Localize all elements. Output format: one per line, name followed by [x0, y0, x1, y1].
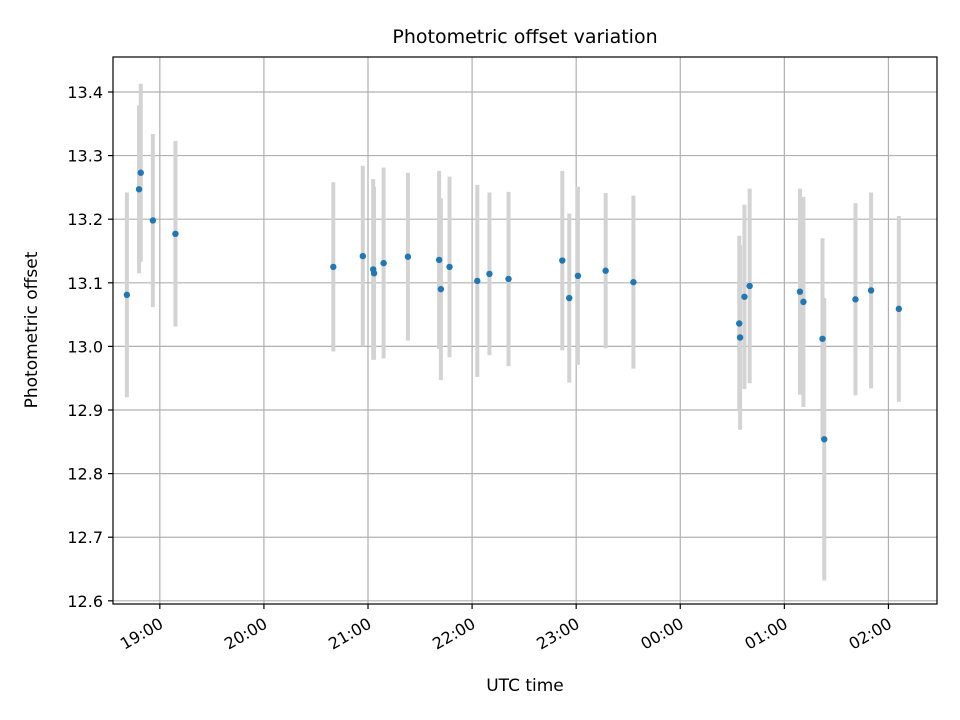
data-point [736, 334, 744, 341]
data-point [380, 259, 387, 267]
data-point [359, 252, 367, 260]
data-point [867, 287, 875, 294]
data-point [486, 270, 493, 278]
data-point [435, 256, 443, 264]
data-point [566, 294, 573, 302]
data-point [630, 278, 637, 286]
y-tick-label: 13.0 [67, 337, 103, 356]
plot-frame [112, 56, 938, 605]
data-point [819, 335, 826, 342]
y-tick-label: 13.2 [67, 210, 103, 229]
data-points [123, 169, 903, 443]
data-point [172, 230, 179, 238]
data-point [602, 267, 609, 274]
data-point [852, 296, 859, 303]
y-tick-label: 13.3 [67, 147, 103, 166]
data-point [135, 186, 143, 193]
y-tick-label: 12.8 [67, 465, 103, 484]
data-point [404, 253, 412, 260]
data-point [370, 270, 378, 277]
y-axis-label: Photometric offset [22, 251, 42, 408]
data-point [437, 285, 445, 293]
data-point [149, 217, 157, 224]
data-point [559, 257, 566, 264]
data-point [123, 291, 131, 299]
y-tick-label: 12.7 [67, 528, 103, 547]
x-axis-label: UTC time [486, 676, 564, 696]
data-point [446, 263, 453, 271]
y-tick-label: 12.6 [67, 592, 103, 611]
data-point [137, 169, 144, 176]
chart-title: Photometric offset variation [392, 26, 657, 48]
y-tick-label: 13.4 [67, 83, 103, 102]
y-axis-ticks: 12.6 12.7 12.8 13.0 12.9 13.1 13.2 13.3 13.4 [67, 83, 113, 611]
data-point [505, 275, 512, 283]
data-point [574, 272, 582, 279]
data-point [736, 320, 743, 327]
data-point [330, 263, 337, 271]
data-point [746, 282, 753, 290]
data-point [895, 305, 903, 313]
data-point [741, 293, 748, 300]
data-point [474, 277, 481, 285]
y-tick-label: 12.9 [67, 401, 103, 420]
y-tick-label: 13.1 [67, 274, 103, 293]
data-point [796, 288, 804, 295]
data-point [821, 436, 828, 443]
data-point [800, 298, 807, 306]
